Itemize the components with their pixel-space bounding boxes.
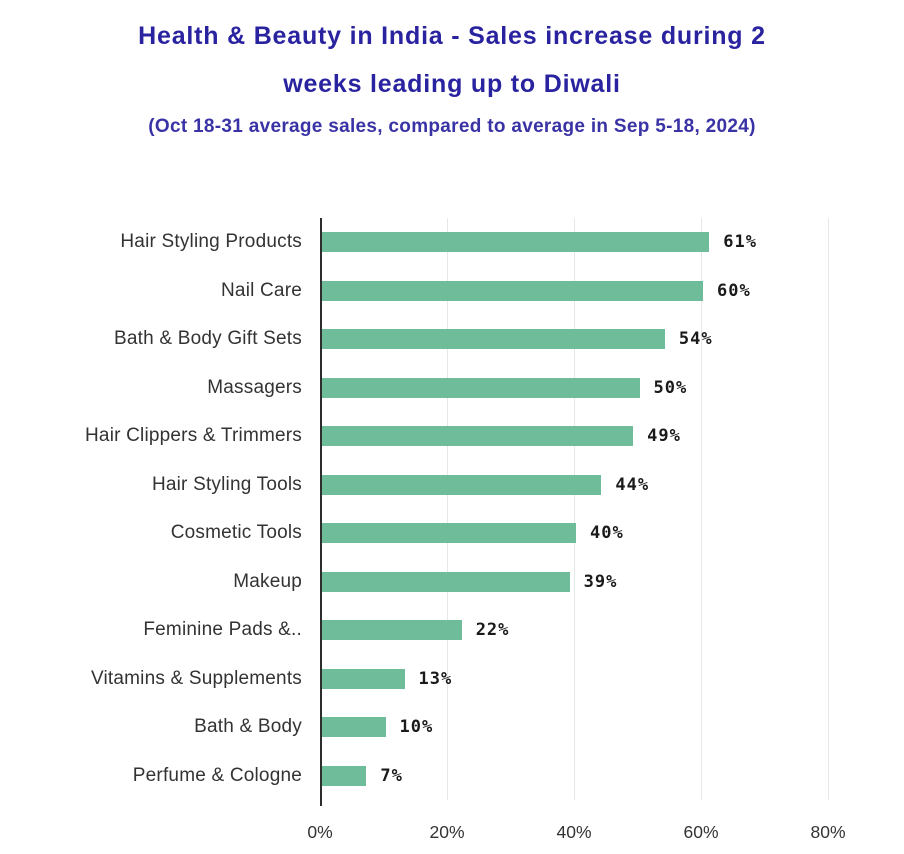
bar-row: 22% (322, 606, 880, 655)
bar-row: 61% (322, 218, 880, 267)
category-label-row: Bath & Body Gift Sets (0, 315, 302, 364)
category-label-row: Nail Care (0, 267, 302, 316)
category-label: Perfume & Cologne (132, 764, 302, 786)
category-labels: Hair Styling Products Nail Care Bath & Bod… (0, 218, 302, 800)
bar-value-label: 13% (418, 668, 453, 689)
x-tick-label: 0% (307, 822, 333, 842)
category-label-row: Bath & Body (0, 703, 302, 752)
bar (322, 474, 602, 495)
y-axis-line (320, 218, 322, 806)
chart-title-line2: weeks leading up to Diwali (283, 70, 621, 98)
category-label-row: Makeup (0, 558, 302, 607)
category-label: Hair Styling Products (120, 231, 302, 253)
gridline-40 (574, 218, 575, 800)
bar-value-label: 60% (717, 280, 751, 301)
gridline-20 (447, 218, 448, 800)
category-label-row: Vitamins & Supplements (0, 655, 302, 704)
bar-row: 50% (322, 364, 880, 413)
bar-row: 39% (322, 558, 880, 607)
bar-value-label: 39% (583, 571, 618, 592)
bar-row: 49% (322, 412, 880, 461)
chart-title: Health & Beauty in India - Sales increas… (0, 12, 904, 108)
category-label: Bath & Body (194, 716, 302, 738)
gridline-80 (828, 218, 829, 800)
chart-subtitle: (Oct 18-31 average sales, compared to av… (148, 116, 756, 137)
category-label-row: Perfume & Cologne (0, 752, 302, 801)
bar-row: 54% (322, 315, 880, 364)
bar-value-label: 40% (590, 523, 624, 544)
chart-header: Health & Beauty in India - Sales increas… (0, 0, 904, 140)
bar-value-label: 50% (653, 377, 688, 398)
category-label: Vitamins & Supplements (90, 667, 302, 689)
category-label: Hair Styling Tools (151, 473, 302, 495)
category-label: Makeup (233, 570, 302, 592)
bar-value-label: 49% (647, 426, 681, 447)
category-label: Feminine Pads &.. (143, 619, 302, 641)
category-label: Cosmetic Tools (170, 522, 302, 544)
bar-value-label: 7% (380, 765, 403, 786)
x-tick-label: 20% (429, 822, 465, 842)
category-label-row: Hair Clippers & Trimmers (0, 412, 302, 461)
bar-rows: 61% 60% 54% 50% 49% 44% 40% 39% 22% 13% 10% 7% (322, 218, 880, 800)
category-label-row: Feminine Pads &.. (0, 606, 302, 655)
x-tick-label: 60% (683, 822, 719, 842)
bar-row: 44% (322, 461, 880, 510)
bar-row: 7% (322, 752, 880, 801)
bar (322, 329, 665, 350)
x-tick-label: 80% (810, 822, 846, 842)
bar-chart: Hair Styling Products Nail Care Bath & Bod… (0, 218, 904, 854)
category-label-row: Cosmetic Tools (0, 509, 302, 558)
bar (322, 765, 367, 786)
x-tick-label: 40% (556, 822, 592, 842)
category-label: Nail Care (221, 279, 302, 301)
bar-row: 13% (322, 655, 880, 704)
category-label: Massagers (207, 376, 302, 398)
bar-value-label: 22% (475, 620, 510, 641)
bar (322, 717, 386, 738)
category-label: Hair Clippers & Trimmers (85, 425, 302, 447)
bar (322, 668, 405, 689)
bar (322, 280, 703, 301)
category-label-row: Hair Styling Products (0, 218, 302, 267)
bar-row: 60% (322, 267, 880, 316)
category-label: Bath & Body Gift Sets (114, 328, 302, 350)
bar (322, 571, 570, 592)
bar (322, 620, 462, 641)
chart-title-line1: Health & Beauty in India - Sales increas… (138, 22, 766, 50)
bar-row: 40% (322, 509, 880, 558)
bar-value-label: 10% (399, 717, 434, 738)
bar (322, 523, 576, 544)
bar-row: 10% (322, 703, 880, 752)
bar-value-label: 54% (678, 329, 713, 350)
bar (322, 377, 640, 398)
category-label-row: Hair Styling Tools (0, 461, 302, 510)
gridline-60 (701, 218, 702, 800)
plot-area: 61% 60% 54% 50% 49% 44% 40% 39% 22% 13% 10% 7% (320, 218, 880, 806)
bar-value-label: 44% (615, 474, 650, 495)
x-axis: 0% 20% 40% 60% 80% (0, 822, 904, 848)
bar (322, 232, 710, 253)
bar (322, 426, 634, 447)
bar-value-label: 61% (723, 232, 758, 253)
category-label-row: Massagers (0, 364, 302, 413)
